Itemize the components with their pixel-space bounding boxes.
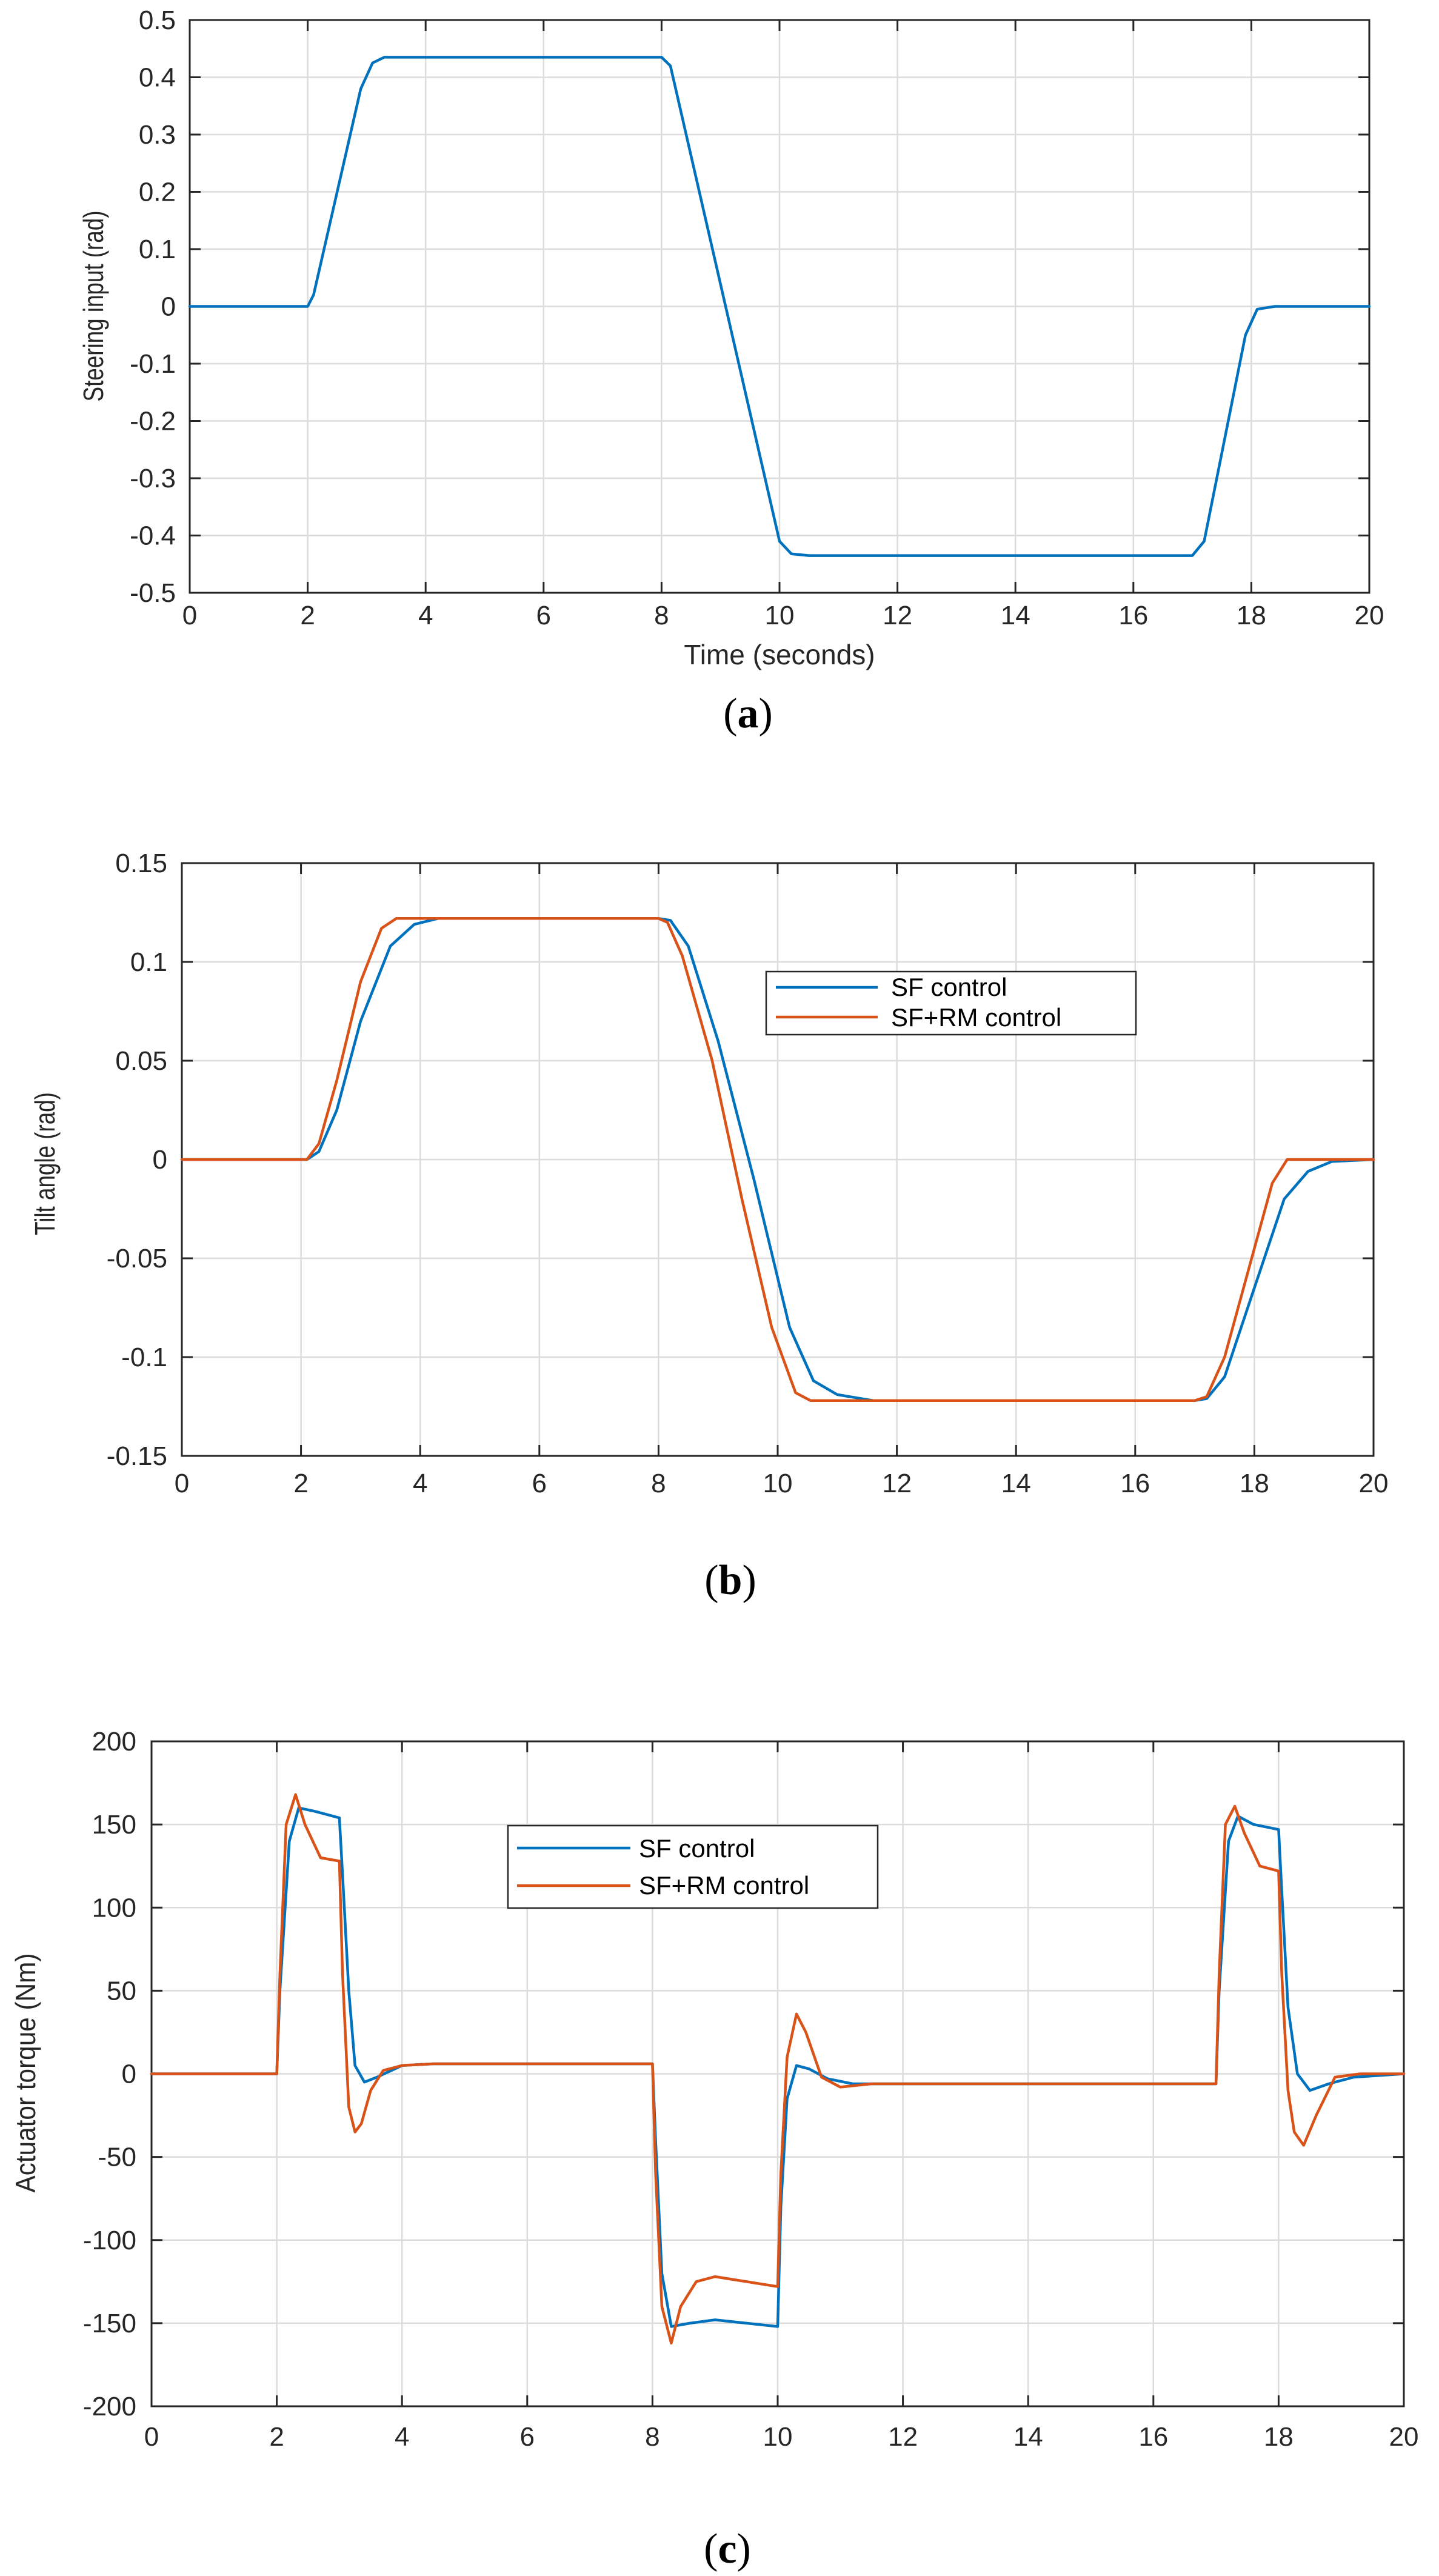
panel-c-y-tick-label: 150	[92, 1810, 136, 1840]
panel-b-caption-letter: b	[719, 1557, 743, 1604]
panel-b-grid	[182, 863, 1374, 1456]
panel-b-legend: SF control SF+RM control	[765, 970, 1137, 1036]
svg-text:(c): (c)	[704, 2526, 751, 2572]
panel-c-y-tick-label: -150	[83, 2309, 136, 2338]
panel-b-x-tick-label: 12	[882, 1469, 912, 1498]
panel-a-y-tick-label: 0.4	[139, 63, 176, 93]
panel-c-series-line-sf-rm-control	[150, 1793, 1406, 2345]
panel-b-legend-box	[765, 970, 1137, 1036]
panel-b-y-tick-label: 0.05	[115, 1046, 167, 1076]
panel-b-caption: (b)	[704, 1557, 756, 1604]
panel-a-y-tick-label: -0.5	[130, 578, 176, 608]
panel-a-y-tick-label: 0	[161, 292, 176, 322]
panel-a-x-tick-label: 20	[1355, 601, 1384, 630]
panel-c-y-tick-label: 0	[122, 2060, 136, 2089]
panel-c-x-tick-label: 10	[763, 2422, 793, 2452]
panel-c-x-tick-label: 12	[888, 2422, 918, 2452]
panel-a-y-tick-label: -0.4	[130, 521, 176, 551]
panel-a-steering-input-chart: 0 2 4 6 8 10 12 14 16 18 20 0.5 0.4 0.3 0.2 0.1 0 -0.1 -0.…	[78, 5, 1384, 737]
panel-c-legend: SF control SF+RM control	[507, 1824, 879, 1909]
panel-a-x-tick-label: 4	[418, 601, 433, 630]
panel-a-x-tick-label: 10	[765, 601, 795, 630]
panel-c-x-tick-label: 6	[520, 2422, 535, 2452]
panel-b-x-tick-label: 16	[1120, 1469, 1150, 1498]
panel-c-series	[150, 1793, 1406, 2345]
panel-a-x-tick-label: 12	[883, 601, 912, 630]
panel-c-y-tick-label: 100	[92, 1893, 136, 1923]
panel-a-ticks: 0 2 4 6 8 10 12 14 16 18 20 0.5 0.4 0.3 0.2 0.1 0 -0.1 -0.…	[130, 5, 1384, 630]
panel-b-series-line-sf-rm-control	[180, 917, 1375, 1402]
panel-b-legend-label-sf: SF control	[891, 973, 1007, 1001]
panel-a-y-tick-label: -0.2	[130, 407, 176, 436]
svg-text:(a): (a)	[723, 690, 773, 737]
panel-c-x-tick-label: 2	[269, 2422, 284, 2452]
panel-c-y-tick-label: 50	[107, 1976, 136, 2006]
panel-b-y-tick-label: -0.1	[121, 1343, 167, 1372]
panel-b-x-tick-label: 14	[1001, 1469, 1031, 1498]
panel-c-actuator-torque-chart: 0 2 4 6 8 10 12 14 16 18 20 200 150 100 50 0 -50 -100 -150…	[10, 1727, 1418, 2572]
panel-b-tilt-angle-chart: 0 2 4 6 8 10 12 14 16 18 20 0.15 0.1 0.05 0 -0.05 -0.1 -0…	[29, 849, 1388, 1604]
panel-a-x-tick-label: 2	[300, 601, 315, 630]
panel-a-x-tick-label: 18	[1237, 601, 1266, 630]
panel-b-y-axis-label: Tilt angle (rad)	[29, 1092, 61, 1235]
panel-c-caption-letter: c	[718, 2526, 736, 2572]
panel-a-caption-letter: a	[738, 690, 759, 737]
panel-a-y-tick-label: -0.1	[130, 349, 176, 379]
panel-c-ticks: 0 2 4 6 8 10 12 14 16 18 20 200 150 100 50 0 -50 -100 -150…	[83, 1727, 1419, 2452]
panel-a-y-tick-label: 0.5	[139, 5, 176, 35]
panel-c-y-axis-label: Actuator torque (Nm)	[10, 1953, 41, 2192]
panel-a-y-tick-label: 0.1	[139, 235, 176, 264]
panel-c-x-tick-label: 20	[1389, 2422, 1419, 2452]
panel-a-caption: (a)	[723, 690, 773, 737]
panel-c-caption: (c)	[704, 2526, 751, 2572]
panel-a-x-tick-label: 8	[654, 601, 669, 630]
panel-b-ticks: 0 2 4 6 8 10 12 14 16 18 20 0.15 0.1 0.05 0 -0.05 -0.1 -0…	[107, 849, 1389, 1498]
panel-a-y-axis-label: Steering input (rad)	[78, 211, 109, 402]
panel-b-x-tick-label: 2	[293, 1469, 308, 1498]
panel-b-series	[180, 917, 1375, 1402]
panel-c-x-tick-label: 14	[1013, 2422, 1043, 2452]
panel-a-series	[188, 56, 1371, 557]
panel-a-x-axis-label: Time (seconds)	[684, 639, 875, 670]
panel-b-x-tick-label: 10	[763, 1469, 793, 1498]
panel-c-x-tick-label: 8	[645, 2422, 659, 2452]
panel-b-y-tick-label: -0.15	[107, 1441, 167, 1471]
svg-text:(b): (b)	[704, 1557, 756, 1604]
panel-c-y-tick-label: -50	[98, 2143, 136, 2172]
panel-b-legend-label-sfrm: SF+RM control	[891, 1003, 1061, 1032]
panel-b-x-tick-label: 6	[532, 1469, 547, 1498]
panel-a-x-tick-label: 14	[1001, 601, 1030, 630]
panel-c-x-tick-label: 18	[1264, 2422, 1294, 2452]
panel-c-x-tick-label: 16	[1138, 2422, 1168, 2452]
panel-b-x-tick-label: 0	[175, 1469, 189, 1498]
panel-c-x-tick-label: 0	[144, 2422, 159, 2452]
panel-c-y-tick-label: -100	[83, 2226, 136, 2255]
panel-c-x-tick-label: 4	[395, 2422, 409, 2452]
panel-a-x-tick-label: 0	[182, 601, 197, 630]
panel-b-series-line-sf-control	[180, 917, 1375, 1402]
panel-b-x-tick-label: 18	[1240, 1469, 1269, 1498]
panel-b-y-tick-label: -0.05	[107, 1244, 167, 1273]
panel-b-x-tick-label: 4	[413, 1469, 427, 1498]
panel-a-series-line-steering-input	[188, 56, 1371, 557]
panel-c-legend-box	[507, 1824, 879, 1909]
panel-a-x-tick-label: 16	[1118, 601, 1148, 630]
panel-b-y-tick-label: 0	[153, 1145, 167, 1175]
panel-a-x-tick-label: 6	[536, 601, 551, 630]
panel-b-x-tick-label: 8	[651, 1469, 666, 1498]
panel-b-y-tick-label: 0.1	[130, 947, 167, 977]
panel-b-x-tick-label: 20	[1359, 1469, 1389, 1498]
panel-c-legend-label-sf: SF control	[639, 1834, 755, 1863]
panel-a-y-tick-label: 0.2	[139, 178, 176, 207]
panel-c-legend-label-sfrm: SF+RM control	[639, 1871, 809, 1900]
panel-a-y-tick-label: 0.3	[139, 120, 176, 150]
panel-c-y-tick-label: 200	[92, 1727, 136, 1757]
panel-a-y-tick-label: -0.3	[130, 464, 176, 493]
panel-b-y-tick-label: 0.15	[115, 849, 167, 878]
panel-c-y-tick-label: -200	[83, 2392, 136, 2421]
